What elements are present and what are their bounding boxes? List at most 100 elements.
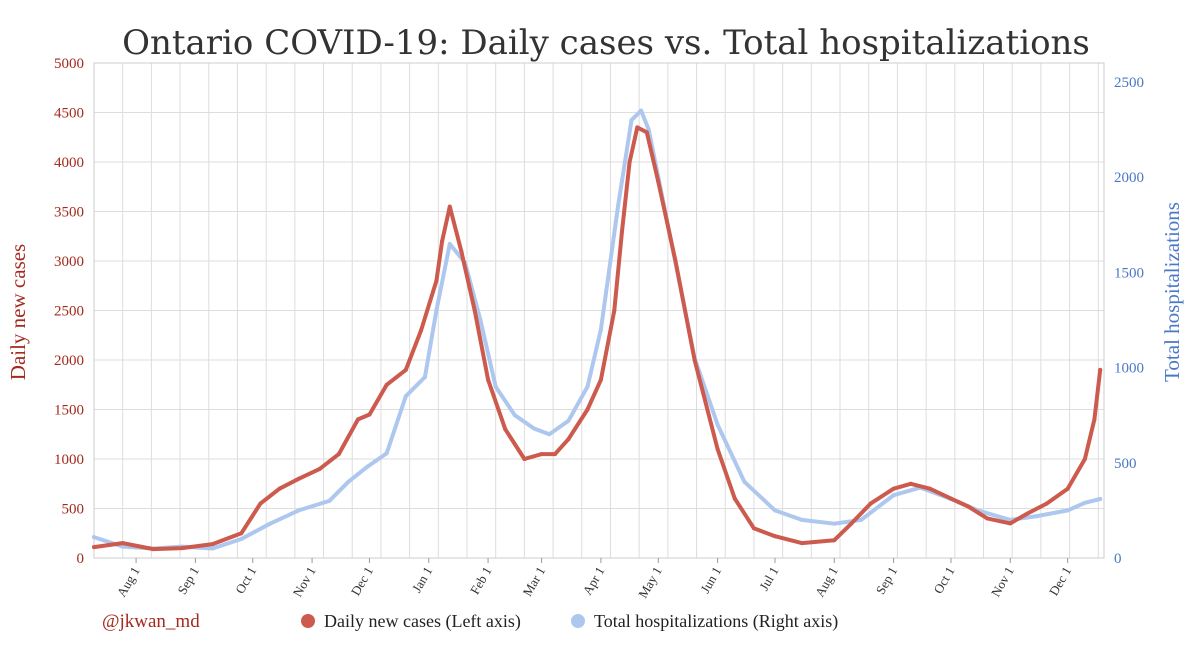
- cases-point: [566, 437, 571, 442]
- left-tick-label: 4000: [54, 155, 84, 171]
- cases-point: [799, 541, 804, 546]
- left-tick-label: 0: [77, 551, 85, 567]
- hospitalizations-point: [598, 327, 603, 332]
- right-tick-label: 0: [1114, 551, 1122, 567]
- cases-point: [715, 447, 720, 452]
- x-tick-label: Jan 1: [409, 564, 436, 595]
- cases-point: [92, 545, 96, 550]
- x-tick-label: May 1: [635, 564, 665, 601]
- cases-point: [832, 538, 837, 543]
- hospitalizations-point: [547, 432, 552, 437]
- hospitalizations-point: [120, 544, 125, 549]
- right-axis-ticks: 0 500 1000 1500 2000 2500: [1114, 75, 1144, 567]
- x-tick-label: Mar 1: [520, 564, 549, 599]
- left-tick-label: 5000: [54, 56, 84, 72]
- left-tick-label: 3500: [54, 205, 84, 221]
- left-tick-label: 500: [62, 502, 85, 518]
- x-tick-label: Oct 1: [930, 564, 957, 596]
- hospitalizations-point: [715, 422, 720, 427]
- cases-point: [673, 259, 678, 263]
- x-tick-label: Feb 1: [467, 564, 495, 597]
- right-axis-label: Total hospitalizations: [1160, 202, 1184, 382]
- hospitalizations-point: [891, 493, 896, 498]
- cases-point: [1092, 417, 1097, 422]
- cases-point: [1098, 367, 1103, 372]
- hospitalizations-point: [629, 118, 634, 123]
- hospitalizations-point: [616, 203, 621, 208]
- right-tick-label: 1000: [1114, 361, 1144, 377]
- cases-point: [384, 382, 389, 387]
- hospitalizations-point: [403, 394, 408, 399]
- x-tick-label: Jun 1: [697, 564, 724, 596]
- cases-point: [1025, 511, 1030, 516]
- right-tick-label: 1500: [1114, 265, 1144, 281]
- right-tick-label: 500: [1114, 456, 1137, 472]
- hospitalizations-point: [1065, 508, 1070, 513]
- hospitalizations-point: [92, 535, 96, 540]
- cases-point: [403, 367, 408, 372]
- cases-point: [296, 476, 301, 481]
- hospitalizations-point: [742, 479, 747, 484]
- cases-point: [585, 407, 590, 412]
- cases-point: [1044, 501, 1049, 506]
- legend-cases-label: Daily new cases (Left axis): [324, 611, 521, 632]
- cases-point: [486, 377, 491, 382]
- x-tick-label: Nov 1: [988, 564, 1017, 599]
- cases-point: [419, 328, 424, 333]
- cases-point: [539, 452, 544, 457]
- cases-point: [966, 504, 971, 509]
- hospitalizations-point: [566, 418, 571, 423]
- right-tick-label: 2000: [1114, 170, 1144, 186]
- cases-point: [751, 526, 756, 531]
- hospitalizations-point: [512, 413, 517, 418]
- cases-point: [553, 452, 557, 457]
- cases-point: [612, 308, 617, 313]
- hospitalizations-point: [1098, 497, 1103, 501]
- x-tick-label: Nov 1: [290, 564, 319, 599]
- hospitalizations-point: [832, 521, 837, 526]
- cases-point: [985, 516, 990, 521]
- cases-point: [908, 481, 913, 486]
- x-tick-label: Dec 1: [348, 564, 376, 598]
- cases-point: [151, 547, 156, 552]
- cases-point: [598, 377, 603, 382]
- legend-hospitalizations-marker: [571, 614, 585, 628]
- cases-point: [656, 179, 661, 184]
- legend-cases-marker: [301, 614, 315, 628]
- cases-point: [367, 412, 372, 417]
- cases-point: [317, 466, 322, 471]
- cases-point: [868, 501, 873, 506]
- cases-point: [927, 486, 932, 491]
- cases-point: [447, 204, 452, 209]
- hospitalizations-point: [239, 537, 244, 541]
- chart-title: Ontario COVID-19: Daily cases vs. Total …: [122, 23, 1090, 63]
- cases-point: [120, 541, 125, 546]
- cases-point: [773, 534, 777, 539]
- hospitalizations-point: [384, 451, 389, 456]
- hospitalizations-point: [532, 426, 536, 431]
- series-cases-line: [92, 125, 1103, 552]
- left-tick-label: 4500: [54, 106, 84, 122]
- hospitalizations-point: [639, 108, 644, 113]
- hospitalizations-point: [210, 546, 215, 551]
- cases-point: [356, 417, 360, 422]
- cases-point: [522, 457, 527, 461]
- hospitalizations-point: [447, 241, 452, 246]
- hospitalizations-point: [327, 498, 332, 503]
- hospitalizations-point: [493, 384, 498, 389]
- legend: Daily new cases (Left axis) Total hospit…: [301, 611, 838, 632]
- x-tick-label: Jul 1: [756, 564, 781, 593]
- cases-point: [1082, 457, 1087, 461]
- hospitalizations-point: [1082, 500, 1087, 505]
- x-tick-label: Oct 1: [232, 564, 259, 596]
- cases-point: [180, 546, 184, 551]
- x-tick-label: Apr 1: [580, 564, 608, 597]
- hospitalizations-point: [773, 508, 777, 513]
- grid: [93, 62, 1105, 559]
- cases-point: [1065, 486, 1070, 491]
- hospitalizations-point: [268, 521, 272, 526]
- cases-point: [627, 160, 632, 164]
- hospitalizations-point: [585, 384, 590, 389]
- x-tick-label: Dec 1: [1046, 564, 1074, 598]
- series-hospitalizations-line: [92, 108, 1103, 551]
